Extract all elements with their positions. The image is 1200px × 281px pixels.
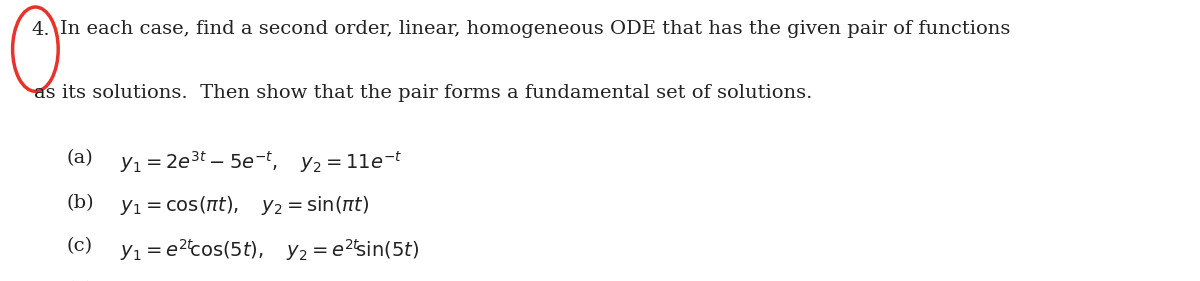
Text: (c): (c)	[66, 237, 92, 255]
Text: 4.: 4.	[31, 21, 50, 39]
Text: In each case, find a second order, linear, homogeneous ODE that has the given pa: In each case, find a second order, linea…	[60, 20, 1010, 38]
Text: $y_1 = \cos(\pi t), \quad y_2 = \sin(\pi t)$: $y_1 = \cos(\pi t), \quad y_2 = \sin(\pi…	[120, 194, 370, 217]
Text: $y_1 = e^{2t}\!\cos(5t), \quad y_2 = e^{2t}\!\sin(5t)$: $y_1 = e^{2t}\!\cos(5t), \quad y_2 = e^{…	[120, 237, 419, 263]
Text: as its solutions.  Then show that the pair forms a fundamental set of solutions.: as its solutions. Then show that the pai…	[34, 84, 812, 102]
Text: $y_1 = 2e^{3t} - 5e^{-t}, \quad y_2 = 11e^{-t}$: $y_1 = 2e^{3t} - 5e^{-t}, \quad y_2 = 11…	[120, 149, 402, 175]
Text: (a): (a)	[66, 149, 92, 167]
Text: (b): (b)	[66, 194, 94, 212]
